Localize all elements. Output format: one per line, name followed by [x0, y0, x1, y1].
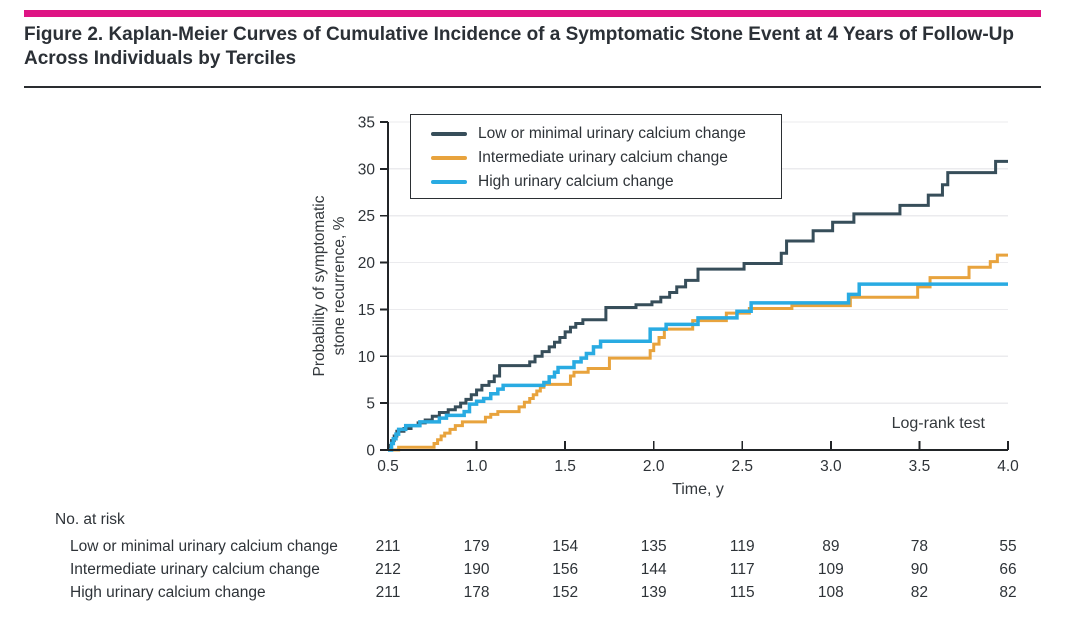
- risk-count: 117: [729, 561, 755, 578]
- risk-count: 115: [729, 584, 755, 601]
- x-tick-label: 4.0: [997, 458, 1019, 475]
- risk-count: 144: [640, 561, 667, 578]
- risk-row-label-low: Low or minimal urinary calcium change: [70, 538, 338, 555]
- risk-count: 139: [640, 584, 667, 601]
- y-tick-label: 15: [358, 302, 375, 319]
- risk-count: 190: [463, 561, 490, 578]
- legend-label-low: Low or minimal urinary calcium change: [478, 125, 746, 142]
- risk-count: 78: [910, 538, 929, 555]
- x-tick-label: 1.0: [466, 458, 488, 475]
- risk-count: 89: [822, 538, 840, 555]
- risk-count: 211: [375, 584, 401, 601]
- risk-count: 156: [552, 561, 579, 578]
- km-curve-intermediate: [388, 253, 1008, 452]
- legend-swatch-intermediate: [431, 156, 467, 160]
- risk-count: 135: [640, 538, 667, 555]
- x-tick-label: 2.5: [732, 458, 754, 475]
- x-tick-label: 3.5: [909, 458, 931, 475]
- risk-row-label-high: High urinary calcium change: [70, 584, 266, 601]
- log-rank-annotation: Log-rank test: [891, 415, 985, 432]
- legend-swatch-high: [431, 180, 467, 184]
- x-tick-label: 0.5: [377, 458, 399, 475]
- legend-swatch-low: [431, 132, 467, 136]
- km-curve-low-or-minimal: [388, 159, 1008, 452]
- x-tick-label: 1.5: [554, 458, 576, 475]
- legend-item-high: High urinary calcium change: [411, 170, 781, 194]
- y-tick-label: 25: [358, 208, 375, 225]
- risk-count: 82: [999, 584, 1017, 601]
- x-axis-title: Time, y: [672, 481, 724, 498]
- y-tick-label: 5: [366, 396, 375, 413]
- y-tick-label: 10: [358, 349, 376, 366]
- y-axis-title-line2: stone recurrence, %: [331, 216, 348, 356]
- figure-title: Figure 2. Kaplan-Meier Curves of Cumulat…: [24, 24, 1014, 69]
- risk-count: 178: [463, 584, 490, 601]
- journal-accent-bar: [24, 10, 1041, 17]
- y-tick-label: 0: [366, 443, 375, 460]
- risk-count: 179: [463, 538, 490, 555]
- x-tick-label: 2.0: [643, 458, 665, 475]
- risk-count: 212: [375, 561, 401, 578]
- risk-count: 154: [552, 538, 579, 555]
- risk-count: 108: [817, 584, 844, 601]
- y-tick-label: 30: [358, 161, 376, 178]
- y-tick-label: 35: [358, 115, 375, 132]
- legend-label-high: High urinary calcium change: [478, 173, 674, 190]
- y-tick-label: 20: [358, 255, 376, 272]
- legend-item-low: Low or minimal urinary calcium change: [411, 122, 781, 146]
- risk-count: 211: [375, 538, 401, 555]
- legend-item-intermediate: Intermediate urinary calcium change: [411, 146, 781, 170]
- y-axis-title-line1: Probability of symptomatic: [311, 195, 328, 377]
- risk-count: 90: [910, 561, 929, 578]
- risk-count: 66: [999, 561, 1017, 578]
- y-axis-title: Probability of symptomatic stone recurre…: [310, 106, 352, 466]
- x-tick-label: 3.0: [820, 458, 842, 475]
- risk-count: 152: [552, 584, 579, 601]
- legend-label-intermediate: Intermediate urinary calcium change: [478, 149, 728, 166]
- risk-row-label-intermediate: Intermediate urinary calcium change: [70, 561, 320, 578]
- risk-count: 119: [729, 538, 755, 555]
- risk-count: 82: [910, 584, 929, 601]
- risk-count: 55: [999, 538, 1017, 555]
- km-curve-high: [388, 282, 1008, 452]
- legend: Low or minimal urinary calcium change In…: [410, 114, 782, 199]
- risk-count: 109: [817, 561, 844, 578]
- title-divider: [24, 86, 1041, 88]
- risk-table-heading: No. at risk: [55, 511, 125, 528]
